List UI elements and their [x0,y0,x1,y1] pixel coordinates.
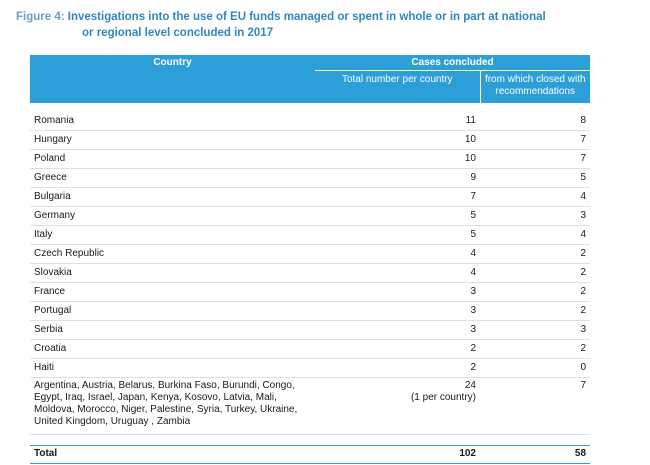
other-total-stack: 24 (1 per country) [411,380,476,404]
table-row: France 3 2 [30,282,591,302]
table-row: Croatia 2 2 [30,339,591,359]
table-row: Slovakia 4 2 [30,263,591,283]
cell-country: Hungary [30,130,315,150]
header-total-per-country: Total number per country [315,70,481,103]
table-row: Romania 11 8 [30,111,591,131]
cell-country: Greece [30,168,315,188]
cell-closed: 2 [480,263,591,283]
figure-title-line1: Investigations into the use of EU funds … [67,11,546,23]
cell-total: 3 [315,320,480,340]
table-row: Haiti 2 0 [30,358,591,378]
cell-country: Haiti [30,358,315,378]
cell-total: 3 [315,282,480,302]
table-row: Czech Republic 4 2 [30,244,591,264]
table-row: Portugal 3 2 [30,301,591,321]
table-row: Italy 5 4 [30,225,591,245]
cell-total: 4 [315,263,480,283]
cell-country: Germany [30,206,315,226]
cell-total-label: Total [30,445,315,464]
table-row: Hungary 10 7 [30,130,591,150]
table-row: Poland 10 7 [30,149,591,169]
table-row: Serbia 3 3 [30,320,591,340]
cell-total: 4 [315,244,480,264]
cell-country: Poland [30,149,315,169]
cell-total: 2 [315,358,480,378]
cell-total: 11 [315,111,480,131]
cell-closed: 7 [480,149,591,169]
cell-other-countries: Argentina, Austria, Belarus, Burkina Fas… [30,377,315,435]
table-body: Romania 11 8 Hungary 10 7 Poland 10 7 Gr… [30,111,591,464]
table-row-other-countries: Argentina, Austria, Belarus, Burkina Fas… [30,377,591,435]
cell-closed: 2 [480,301,591,321]
cell-total: 9 [315,168,480,188]
figure-label: Figure 4: [16,11,65,23]
figure-title-line2: or regional level concluded in 2017 [82,27,274,39]
gap-cell [30,434,591,446]
cell-total: 3 [315,301,480,321]
other-total-value: 24 [464,379,476,391]
header-spacer [30,103,590,112]
cell-closed: 7 [480,130,591,150]
figure-caption: Figure 4: Investigations into the use of… [16,9,616,41]
cell-total-sum: 102 [315,445,480,464]
cell-country: Croatia [30,339,315,359]
other-total-note: (1 per country) [410,391,476,403]
table-row: Bulgaria 7 4 [30,187,591,207]
cell-total: 10 [315,149,480,169]
cell-closed: 3 [480,320,591,340]
cell-other-total: 24 (1 per country) [315,377,480,435]
cell-other-closed: 7 [480,377,591,435]
cell-total: 10 [315,130,480,150]
table-gap-row [30,434,591,446]
cell-country: Romania [30,111,315,131]
cell-closed: 4 [480,187,591,207]
cell-country: Bulgaria [30,187,315,207]
header-closed-with-recommendations: from which closed with recommendations [480,70,591,103]
cell-closed: 8 [480,111,591,131]
cell-country: France [30,282,315,302]
cell-closed-sum: 58 [480,445,591,464]
cell-country: Serbia [30,320,315,340]
table-row: Germany 5 3 [30,206,591,226]
cell-country: Czech Republic [30,244,315,264]
investigations-table: Country Cases concluded Total number per… [30,55,591,464]
header-country: Country [30,55,315,104]
table-total-row: Total 102 58 [30,445,591,464]
cell-closed: 2 [480,282,591,302]
cell-closed: 2 [480,244,591,264]
cell-closed: 3 [480,206,591,226]
cell-country: Italy [30,225,315,245]
cell-total: 7 [315,187,480,207]
cell-total: 5 [315,225,480,245]
cell-country: Portugal [30,301,315,321]
table-row: Greece 9 5 [30,168,591,188]
cell-closed: 2 [480,339,591,359]
cell-closed: 0 [480,358,591,378]
cell-closed: 5 [480,168,591,188]
header-cases-concluded: Cases concluded [315,55,591,71]
cell-total: 5 [315,206,480,226]
cell-country: Slovakia [30,263,315,283]
cell-total: 2 [315,339,480,359]
cell-closed: 4 [480,225,591,245]
